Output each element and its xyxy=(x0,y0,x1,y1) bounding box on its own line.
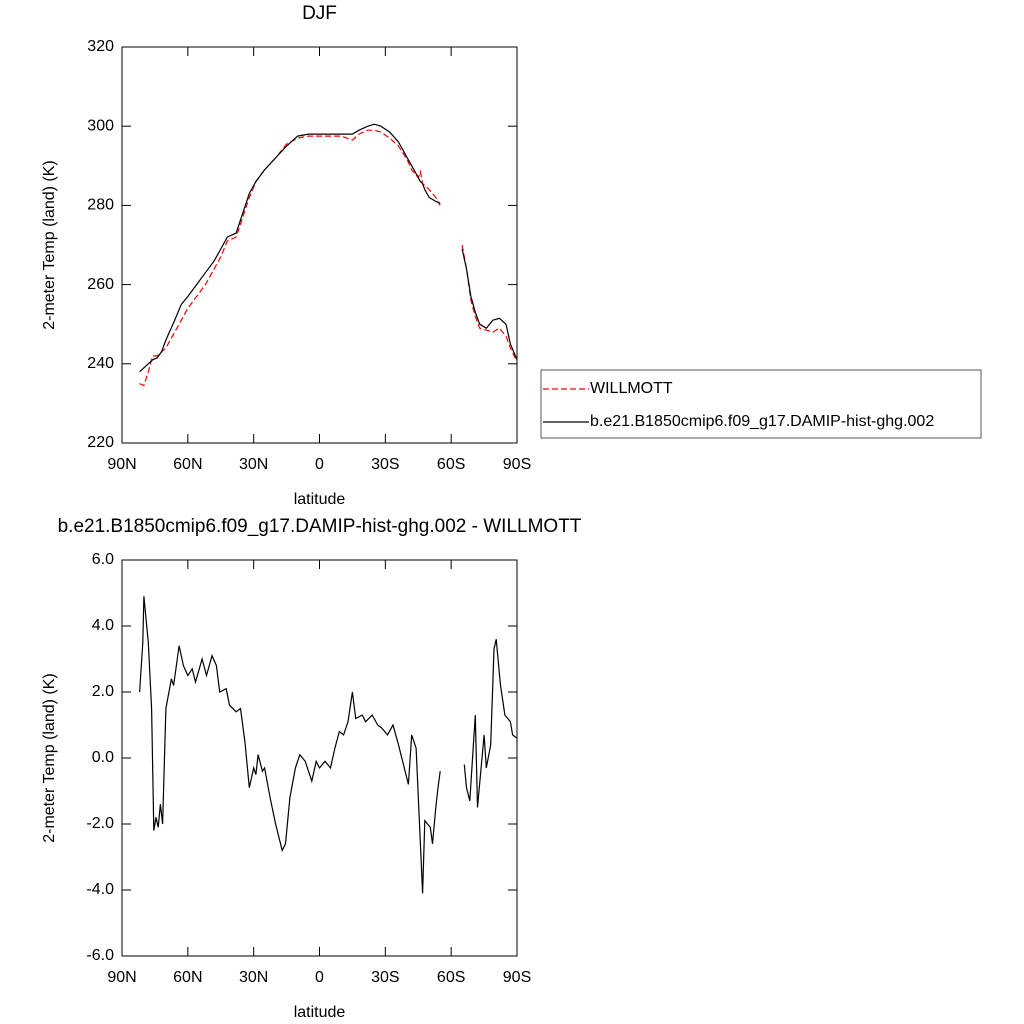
data-line xyxy=(139,123,518,373)
y-tick-label: 240 xyxy=(87,355,114,372)
x-tick-label: 90N xyxy=(107,969,136,986)
legend-box xyxy=(540,369,982,439)
y-tick-label: 2.0 xyxy=(92,683,114,700)
y-tick-label: 4.0 xyxy=(92,617,114,634)
x-axis-label: latitude xyxy=(294,1004,346,1021)
x-tick-label: 90S xyxy=(503,969,531,986)
y-tick-label: -6.0 xyxy=(86,947,114,964)
x-tick-label: 90S xyxy=(503,456,531,473)
x-tick-label: 60N xyxy=(173,969,202,986)
x-tick-label: 30N xyxy=(239,456,268,473)
chart-title: DJF xyxy=(302,3,337,24)
x-axis-label: latitude xyxy=(294,491,346,508)
x-tick-label: 30S xyxy=(371,969,399,986)
y-axis-label: 2-meter Temp (land) (K) xyxy=(41,160,58,330)
x-tick-label: 60S xyxy=(437,969,465,986)
x-tick-label: 30S xyxy=(371,456,399,473)
data-line xyxy=(139,596,518,894)
legend-label: b.e21.B1850cmip6.f09_g17.DAMIP-hist-ghg.… xyxy=(590,413,934,430)
chart-title: b.e21.B1850cmip6.f09_g17.DAMIP-hist-ghg.… xyxy=(58,516,582,537)
x-tick-label: 30N xyxy=(239,969,268,986)
plot-frame xyxy=(121,559,518,957)
x-tick-label: 0 xyxy=(315,969,324,986)
y-tick-label: -4.0 xyxy=(86,881,114,898)
y-tick-label: 220 xyxy=(87,434,114,451)
x-tick-label: 0 xyxy=(315,456,324,473)
y-tick-label: -2.0 xyxy=(86,815,114,832)
data-line xyxy=(139,129,518,387)
y-tick-label: 260 xyxy=(87,276,114,293)
y-tick-label: 300 xyxy=(87,117,114,134)
legend-label: WILLMOTT xyxy=(590,380,673,397)
y-axis-label: 2-meter Temp (land) (K) xyxy=(41,673,58,843)
y-tick-label: 280 xyxy=(87,197,114,214)
x-tick-label: 60N xyxy=(173,456,202,473)
y-tick-label: 6.0 xyxy=(92,551,114,568)
y-tick-label: 0.0 xyxy=(92,749,114,766)
x-tick-label: 90N xyxy=(107,456,136,473)
y-tick-label: 320 xyxy=(87,38,114,55)
plot-frame xyxy=(121,46,518,444)
x-tick-label: 60S xyxy=(437,456,465,473)
